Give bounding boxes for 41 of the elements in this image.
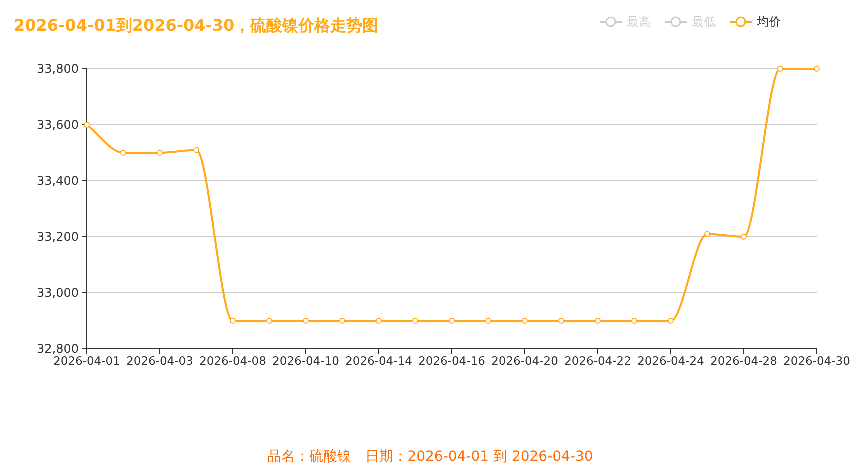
point (230, 318, 236, 324)
chart-title: 2026-04-01到2026-04-30，硫酸镍价格走势图 (14, 16, 379, 35)
y-tick-label: 33,000 (37, 286, 79, 300)
text: 品名：硫酸镍 日期：2026-04-01 到 2026-04-30 (268, 449, 594, 465)
point (778, 66, 784, 72)
y-tick-label: 32,800 (37, 342, 79, 356)
point (157, 150, 163, 156)
y-tick-label: 33,200 (37, 230, 79, 244)
point (668, 318, 674, 324)
x-tick-label: 2026-04-03 (126, 354, 194, 368)
x-tick-label: 2026-04-20 (492, 354, 558, 368)
point (522, 318, 528, 324)
point (120, 150, 126, 156)
point (266, 318, 272, 324)
point (194, 147, 200, 154)
point (558, 318, 564, 324)
point (84, 122, 90, 128)
x-tick-label: 2026-04-14 (346, 354, 412, 368)
x-tick-label: 2026-04-10 (272, 354, 340, 368)
x-tick-label: 2026-04-24 (638, 354, 704, 368)
point (704, 231, 710, 238)
y-tick-label: 33,800 (37, 62, 79, 76)
point (632, 318, 638, 324)
point (340, 318, 346, 324)
point (486, 318, 492, 324)
point (303, 318, 309, 324)
x-tick-label: 2026-04-28 (710, 354, 778, 368)
point (741, 234, 747, 240)
y-tick-label: 33,600 (37, 118, 79, 132)
x-tick-label: 2026-04-08 (200, 354, 266, 368)
y-tick-label: 33,400 (37, 174, 79, 188)
x-tick-label: 2026-04-30 (784, 354, 850, 368)
point (376, 318, 382, 324)
point (449, 318, 455, 324)
point (814, 66, 820, 72)
point (412, 318, 418, 324)
x-tick-label: 2026-04-01 (54, 354, 120, 368)
x-tick-label: 2026-04-16 (418, 354, 486, 368)
legend-label: 均价 (756, 15, 781, 29)
point (595, 318, 601, 324)
x-tick-label: 2026-04-22 (564, 354, 632, 368)
